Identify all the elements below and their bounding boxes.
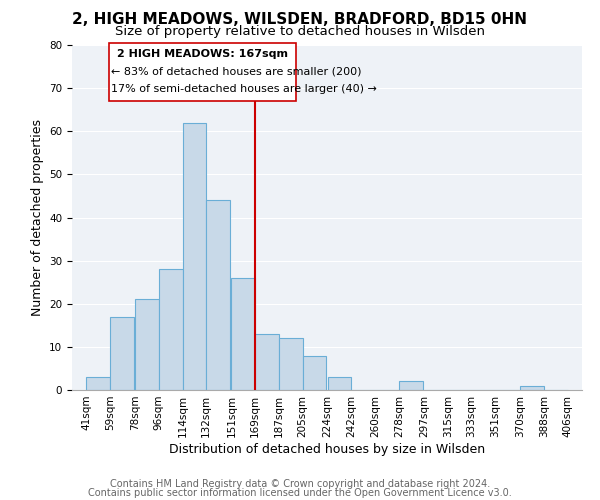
Text: Contains public sector information licensed under the Open Government Licence v3: Contains public sector information licen… (88, 488, 512, 498)
Bar (302, 356, 326, 390)
Bar (86, 377, 110, 390)
Text: Contains HM Land Registry data © Crown copyright and database right 2024.: Contains HM Land Registry data © Crown c… (110, 479, 490, 489)
Bar (232, 278, 255, 390)
Text: Size of property relative to detached houses in Wilsden: Size of property relative to detached ho… (115, 25, 485, 38)
Bar (159, 269, 182, 390)
Bar (520, 386, 544, 390)
X-axis label: Distribution of detached houses by size in Wilsden: Distribution of detached houses by size … (169, 442, 485, 456)
Bar (328, 377, 352, 390)
Bar (206, 200, 230, 390)
Bar (109, 43, 296, 101)
Bar (135, 300, 159, 390)
Bar (255, 334, 279, 390)
Bar (182, 122, 206, 390)
Bar (110, 316, 134, 390)
Y-axis label: Number of detached properties: Number of detached properties (31, 119, 44, 316)
Text: 2 HIGH MEADOWS: 167sqm: 2 HIGH MEADOWS: 167sqm (117, 50, 288, 59)
Text: 2, HIGH MEADOWS, WILSDEN, BRADFORD, BD15 0HN: 2, HIGH MEADOWS, WILSDEN, BRADFORD, BD15… (73, 12, 527, 28)
Text: 17% of semi-detached houses are larger (40) →: 17% of semi-detached houses are larger (… (112, 84, 377, 94)
Bar (399, 382, 422, 390)
Text: ← 83% of detached houses are smaller (200): ← 83% of detached houses are smaller (20… (112, 66, 362, 76)
Bar (279, 338, 302, 390)
